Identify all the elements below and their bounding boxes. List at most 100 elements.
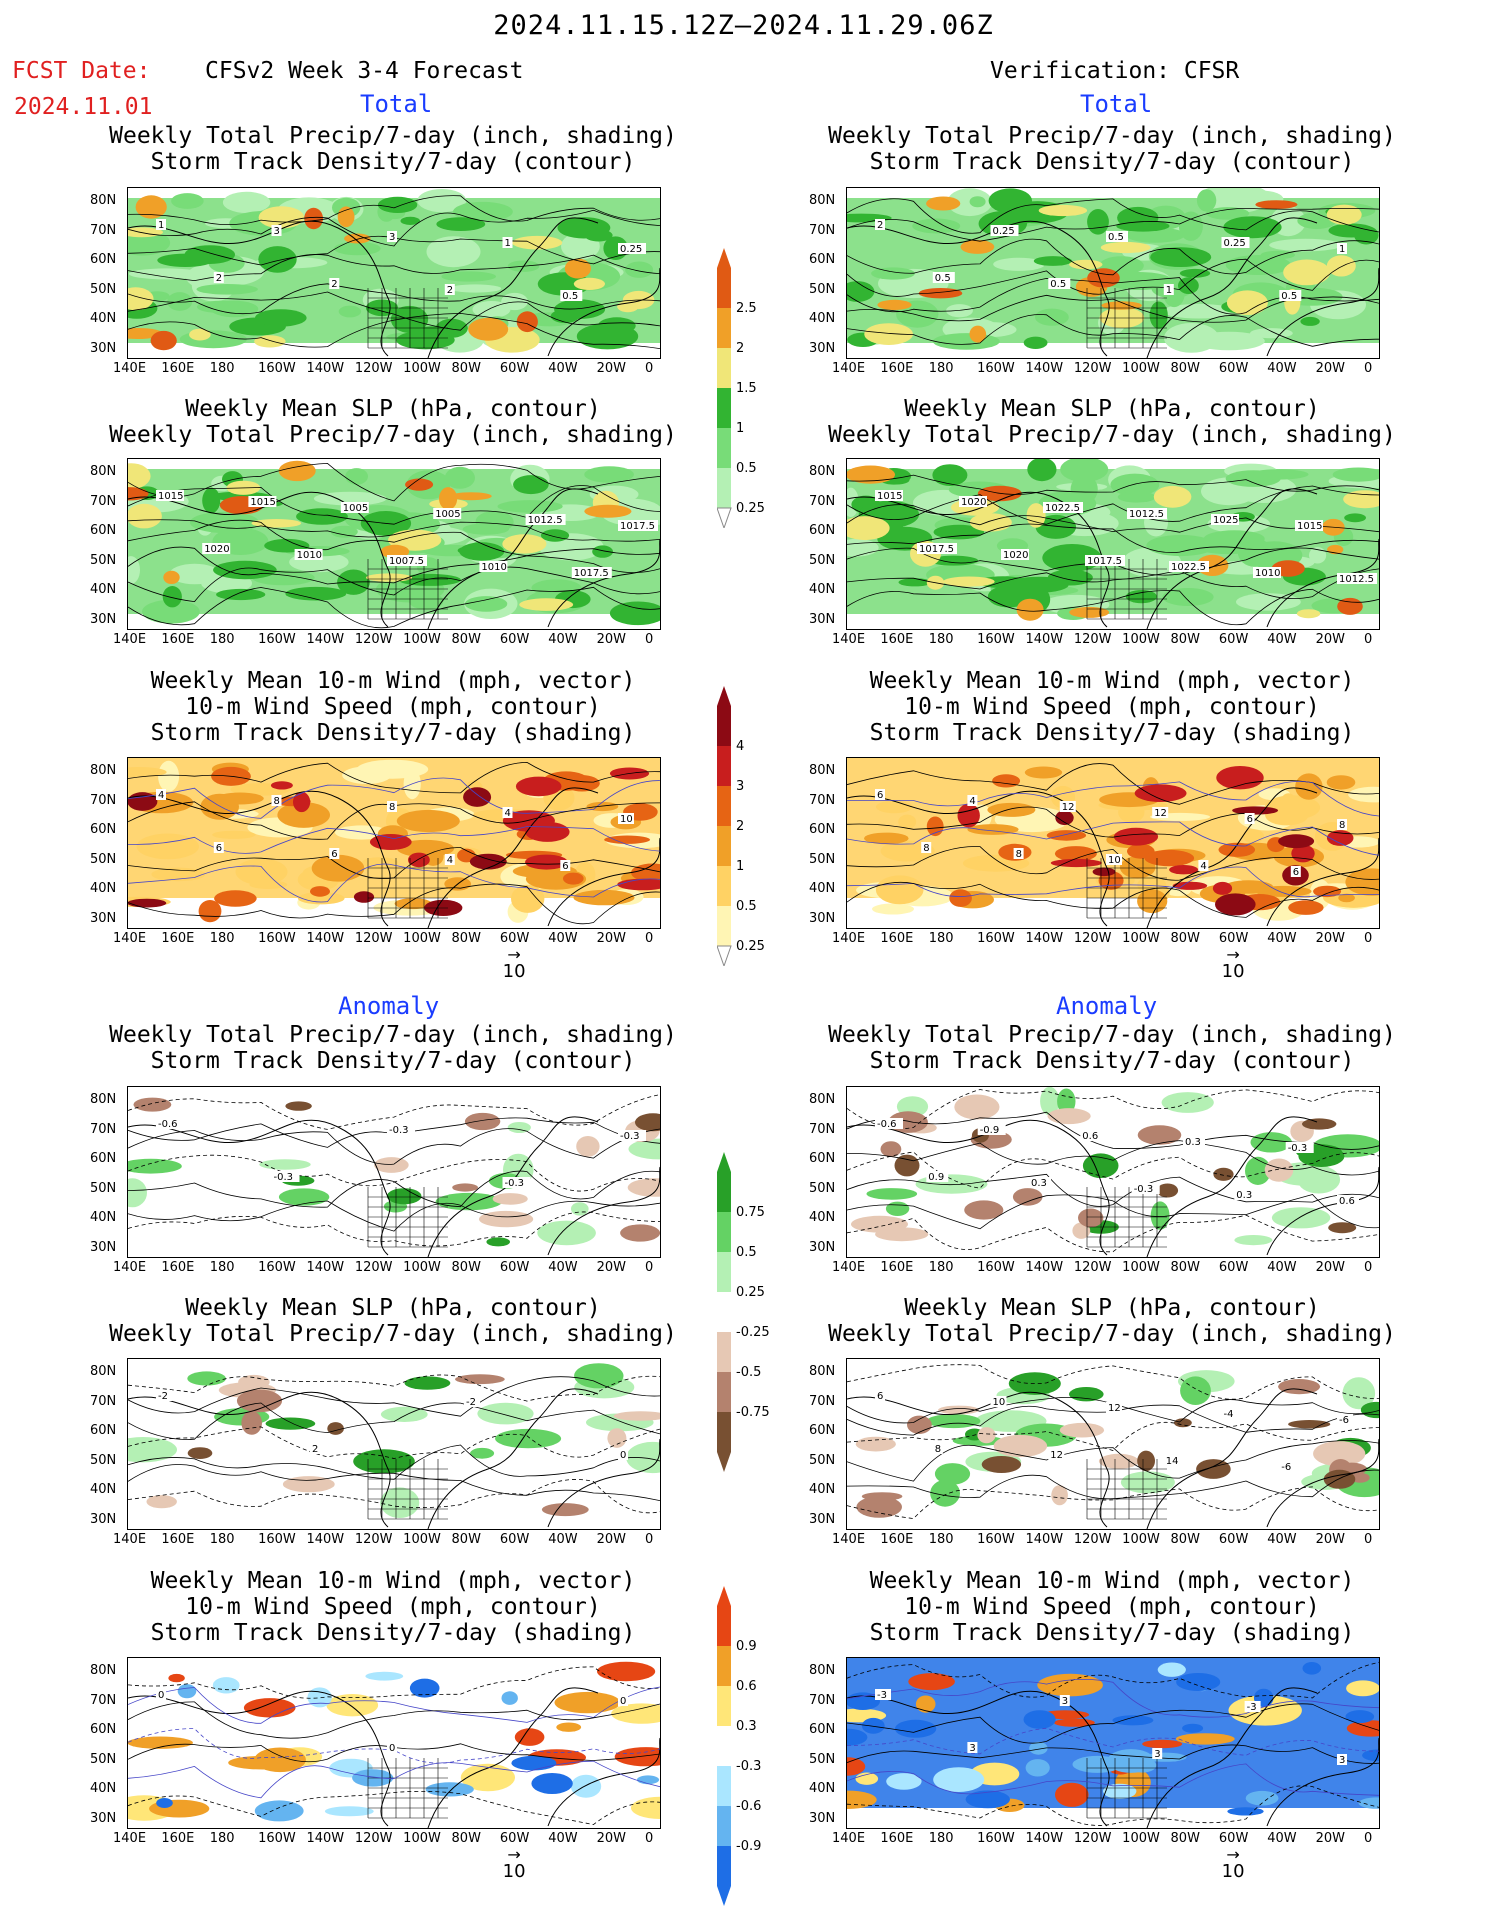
contour-label: 1020: [1003, 550, 1028, 561]
shading-cell: [243, 1698, 296, 1718]
lon-tick-label: 120W: [354, 1260, 393, 1275]
contour-label-bg: [875, 1390, 885, 1401]
lon-tick-label: 120W: [1073, 1831, 1112, 1846]
shading-cell: [516, 311, 538, 333]
shading-cell: [404, 1376, 451, 1390]
reference-vector-label: 10: [502, 961, 526, 982]
lat-tick-label: 50N: [809, 1452, 836, 1468]
lat-tick-label: 40N: [809, 881, 836, 896]
shading-cell: [1271, 1207, 1331, 1229]
shading-cell: [1362, 1749, 1379, 1762]
lat-tick-label: 60N: [90, 252, 117, 267]
shading-cell: [1125, 590, 1157, 604]
shading-cell: [502, 810, 555, 832]
contour-label: 1: [505, 238, 511, 249]
shading-cell: [311, 854, 365, 882]
contour-line: [128, 863, 660, 903]
shading-cell: [128, 792, 158, 811]
shading-cell: [128, 556, 140, 584]
state-border: [368, 1187, 448, 1248]
shading-cell: [847, 1728, 868, 1746]
lat-tick-label: 70N: [90, 1121, 117, 1137]
shading-cell: [1288, 900, 1324, 915]
shading-cell: [1116, 220, 1170, 232]
lon-tick-label: 160E: [880, 1532, 914, 1547]
contour-label: 1012.5: [528, 515, 563, 526]
colorbar-segment: [717, 1686, 731, 1726]
shading-cell: [460, 1763, 515, 1792]
contour-label-bg: [271, 225, 282, 236]
shading-cell: [1278, 834, 1315, 849]
lon-tick-label: 60W: [1218, 1532, 1249, 1547]
contour-label-bg: [387, 555, 427, 566]
shading-cell: [198, 900, 222, 923]
shading-cell: [439, 487, 458, 510]
contour-label: 12: [1062, 802, 1075, 813]
shading-cell: [875, 800, 913, 814]
contour-label: 1017.5: [919, 544, 954, 555]
contour-label-bg: [1221, 1408, 1238, 1419]
shading-cell: [573, 889, 635, 906]
contour-line: [128, 1200, 660, 1232]
state-border: [368, 1187, 448, 1247]
lon-tick-label: 160W: [258, 1831, 296, 1846]
shading-cell: [964, 1200, 1004, 1220]
shading-cell: [1137, 889, 1168, 914]
contour-label-bg: [271, 795, 282, 806]
colorbar-label: 1.5: [736, 381, 757, 396]
contour-label: 3: [274, 226, 280, 237]
contour-label: 2: [447, 285, 453, 296]
contour-label: 1010: [1255, 568, 1280, 579]
panel-title-line: Weekly Total Precip/7-day (inch, shading…: [109, 422, 677, 448]
shading-cell: [597, 1661, 656, 1682]
contour-label-bg: [444, 284, 455, 295]
lon-tick-label: 0: [645, 931, 654, 946]
anom-precip-storm-verification-map: -0.6 0.9 -0.9 0.3 0.6 -0.3 0.3 0.3 -0.3 0.6: [846, 1086, 1380, 1258]
section-anomaly-right: Anomaly: [1056, 992, 1158, 1020]
shading-cell: [495, 1428, 562, 1449]
lon-tick-label: 20W: [1315, 1831, 1346, 1846]
contour-label-bg: [156, 219, 166, 230]
storm-anom-colorbar: [717, 1586, 731, 1906]
contour-label-bg: [1337, 1754, 1347, 1765]
state-border: [1087, 1758, 1167, 1819]
shading-cell: [369, 834, 412, 850]
state-border: [1087, 1187, 1167, 1247]
shading-cell: [987, 585, 1030, 608]
shading-cell: [278, 1188, 330, 1206]
contour-label-bg: [875, 490, 903, 501]
shading-cell: [1156, 1183, 1179, 1198]
contour-label-bg: [1048, 1449, 1065, 1460]
lon-tick-label: 160W: [977, 1260, 1015, 1275]
shading-cell: [1248, 469, 1309, 480]
shading-cell: [1153, 485, 1192, 508]
shading-cell: [398, 573, 461, 586]
contour-line: [847, 314, 1379, 347]
reference-vector: → 10: [494, 947, 534, 983]
contour-line: [847, 1763, 1379, 1796]
shading-cell: [611, 1703, 660, 1724]
contour-label-bg: [1131, 1183, 1160, 1194]
lon-tick-label: 160E: [880, 931, 914, 946]
shading-cell: [1215, 893, 1256, 916]
contour-label: 0: [620, 1450, 626, 1461]
shading-cell: [631, 1796, 660, 1819]
shading-cell: [366, 573, 413, 582]
total-precip-storm-forecast-map: 1 2 3 2 3 2 1 0.5 0.25: [127, 187, 661, 359]
lat-tick-label: 40N: [90, 582, 117, 597]
state-border: [1087, 559, 1167, 620]
lon-tick-label: 20W: [596, 361, 627, 376]
shading-cell: [894, 1154, 920, 1177]
shading-cell: [1024, 766, 1063, 779]
colorbar-label: 0.5: [736, 899, 757, 914]
lon-tick-label: 80W: [451, 1831, 481, 1846]
contour-label: 1007.5: [389, 556, 424, 567]
lat-tick-label: 80N: [809, 193, 836, 208]
state-border: [368, 1758, 448, 1819]
shading-cell: [189, 511, 260, 533]
shading-cell: [128, 767, 167, 778]
shading-cell: [1232, 806, 1279, 815]
lon-tick-label: 0: [645, 1532, 654, 1547]
lon-tick-label: 100W: [403, 361, 441, 376]
contour-label: 0.5: [935, 273, 951, 284]
